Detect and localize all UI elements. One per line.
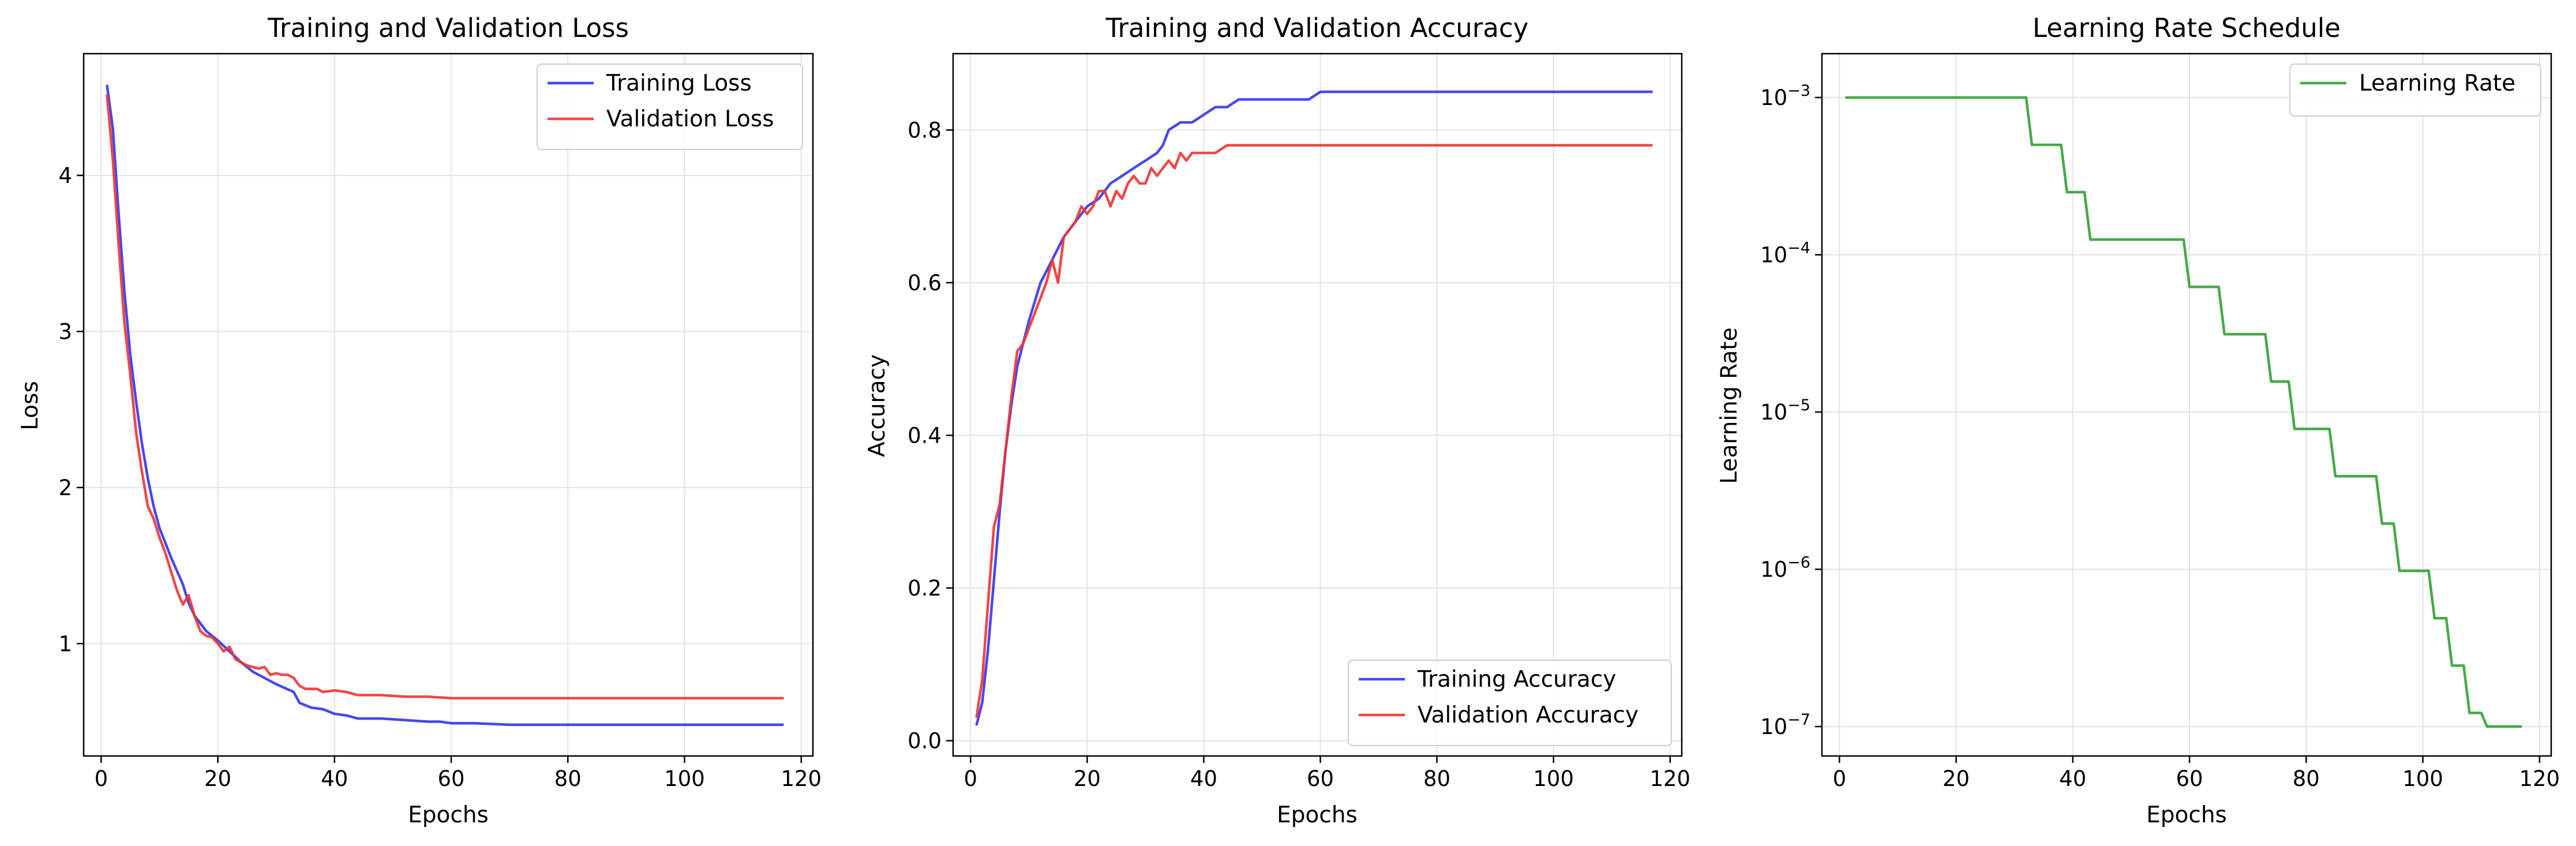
accuracy-legend-label-1: Validation Accuracy: [1418, 702, 1638, 728]
accuracy-x-tick-label-6: 120: [1649, 766, 1690, 791]
learning-rate-legend-box: [2289, 63, 2541, 117]
learning-rate-chart-title: Learning Rate Schedule: [2033, 13, 2341, 43]
loss-x-tick-label-2: 40: [321, 766, 348, 791]
loss-x-tick-label-4: 80: [554, 766, 582, 791]
learning-rate-y-tick-label-1: 10−6: [1760, 554, 1810, 582]
learning-rate-legend-label-0: Learning Rate: [2359, 70, 2515, 96]
accuracy-x-tick-label-5: 100: [1533, 766, 1574, 791]
loss-y-tick-label-3: 4: [58, 163, 72, 188]
accuracy-legend-box: [1348, 660, 1672, 746]
loss-x-tick-label-6: 120: [781, 766, 822, 791]
learning-rate-chart-xlabel: Epochs: [2146, 802, 2227, 828]
learning-rate-y-tick-label-4: 10−3: [1760, 82, 1810, 110]
learning-rate-x-tick-label-3: 60: [2176, 766, 2203, 791]
accuracy-axes-frame: [952, 53, 1683, 757]
learning-rate-chart-panel: Learning Rate Schedule Epochs Learning R…: [1716, 13, 2560, 828]
accuracy-series-line-1: [975, 144, 1653, 718]
loss-chart-panel: Training and Validation Loss Epochs Loss…: [17, 13, 822, 828]
learning-rate-series-line-0: [1845, 96, 2522, 728]
loss-series-line-0: [106, 84, 784, 727]
loss-axes-frame: [83, 53, 814, 757]
accuracy-y-tick-label-2: 0.4: [908, 423, 942, 448]
accuracy-y-tick-label-1: 0.2: [908, 576, 942, 601]
accuracy-series-line-0: [975, 90, 1653, 726]
accuracy-legend-label-0: Training Accuracy: [1417, 667, 1616, 692]
loss-series-line-1: [106, 94, 784, 700]
loss-y-tick-label-0: 1: [58, 631, 72, 656]
accuracy-x-tick-label-4: 80: [1423, 766, 1450, 791]
learning-rate-x-tick-label-6: 120: [2519, 766, 2560, 791]
learning-rate-x-tick-label-4: 80: [2293, 766, 2320, 791]
accuracy-y-tick-label-0: 0.0: [908, 729, 942, 754]
learning-rate-x-tick-label-1: 20: [1943, 766, 1970, 791]
accuracy-chart-panel: Training and Validation Accuracy Epochs …: [864, 13, 1690, 828]
accuracy-x-tick-label-3: 60: [1307, 766, 1334, 791]
accuracy-chart-title: Training and Validation Accuracy: [1105, 13, 1529, 43]
loss-y-tick-label-1: 2: [58, 476, 72, 500]
accuracy-y-tick-label-4: 0.8: [908, 118, 942, 143]
learning-rate-axes-frame: [1821, 53, 2552, 757]
loss-y-tick-label-2: 3: [58, 319, 72, 344]
accuracy-x-tick-label-0: 0: [964, 766, 978, 791]
loss-chart-xlabel: Epochs: [408, 802, 489, 828]
loss-x-tick-label-0: 0: [95, 766, 108, 791]
loss-legend-label-1: Validation Loss: [606, 106, 774, 132]
accuracy-chart-ylabel: Accuracy: [864, 354, 890, 457]
accuracy-y-tick-label-3: 0.6: [908, 271, 942, 295]
learning-rate-chart-ylabel: Learning Rate: [1716, 327, 1742, 484]
loss-legend-label-0: Training Loss: [606, 70, 752, 96]
learning-rate-x-tick-label-2: 40: [2059, 766, 2086, 791]
loss-x-tick-label-1: 20: [204, 766, 231, 791]
loss-legend-box: [537, 63, 803, 150]
learning-rate-y-tick-label-3: 10−4: [1760, 239, 1810, 267]
learning-rate-y-tick-label-2: 10−5: [1760, 396, 1810, 425]
accuracy-chart-xlabel: Epochs: [1277, 802, 1358, 828]
loss-x-tick-label-3: 60: [438, 766, 465, 791]
accuracy-x-tick-label-2: 40: [1190, 766, 1217, 791]
loss-x-tick-label-5: 100: [664, 766, 705, 791]
loss-chart-title: Training and Validation Loss: [267, 13, 629, 43]
learning-rate-x-tick-label-5: 100: [2402, 766, 2443, 791]
learning-rate-x-tick-label-0: 0: [1833, 766, 1847, 791]
learning-rate-y-tick-label-0: 10−7: [1760, 711, 1810, 739]
loss-chart-ylabel: Loss: [17, 381, 43, 431]
accuracy-x-tick-label-1: 20: [1074, 766, 1101, 791]
